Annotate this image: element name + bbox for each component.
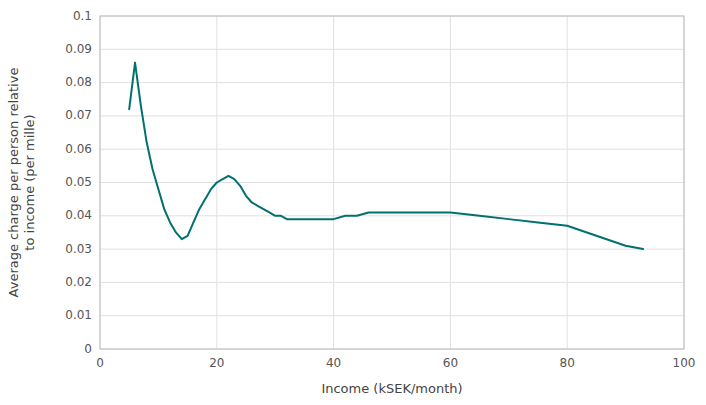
x-grid-line <box>567 16 568 349</box>
x-tick-label: 100 <box>673 356 696 370</box>
y-axis-label-line: to income (per mille) <box>22 114 37 250</box>
y-grid-line <box>100 49 684 50</box>
plot-area <box>129 63 643 249</box>
chart-svg: 0 0.01 0.02 0.03 0.04 0.05 0.06 0.07 0.08 0.09 0.1… <box>0 0 706 405</box>
x-tick-label: 0 <box>96 356 104 370</box>
y-tick-label: 0.05 <box>65 175 92 189</box>
x-tick-label: 60 <box>443 356 458 370</box>
x-grid-line <box>450 16 451 349</box>
y-grid-line <box>100 115 684 116</box>
data-line <box>129 63 643 249</box>
plot-frame <box>100 16 684 349</box>
y-tick-label: 0.1 <box>73 9 92 23</box>
grid <box>100 16 684 349</box>
y-grid-line <box>100 282 684 283</box>
x-grid-line <box>333 16 334 349</box>
y-tick-label: 0.03 <box>65 242 92 256</box>
x-tick-label: 20 <box>209 356 224 370</box>
y-tick-label: 0.02 <box>65 275 92 289</box>
y-grid-line <box>100 82 684 83</box>
chart-container: 0 0.01 0.02 0.03 0.04 0.05 0.06 0.07 0.08 0.09 0.1… <box>0 0 706 405</box>
y-axis-label: Average charge per person relativeto inc… <box>6 68 37 298</box>
y-tick-label: 0.06 <box>65 142 92 156</box>
y-tick-label: 0.08 <box>65 75 92 89</box>
axes: 0 0.01 0.02 0.03 0.04 0.05 0.06 0.07 0.08 0.09 0.1… <box>65 9 695 371</box>
y-axis-label-line: Average charge per person relative <box>6 68 21 298</box>
y-tick-label: 0.07 <box>65 108 92 122</box>
x-axis-label: Income (kSEK/month) <box>321 381 462 396</box>
y-tick-label: 0.01 <box>65 308 92 322</box>
y-grid-line <box>100 149 684 150</box>
y-grid-line <box>100 249 684 250</box>
y-grid-line <box>100 215 684 216</box>
y-grid-line <box>100 315 684 316</box>
x-tick-label: 40 <box>326 356 341 370</box>
y-tick-label: 0 <box>84 342 92 356</box>
y-tick-label: 0.09 <box>65 42 92 56</box>
y-tick-label: 0.04 <box>65 208 92 222</box>
x-tick-label: 80 <box>560 356 575 370</box>
y-grid-line <box>100 182 684 183</box>
